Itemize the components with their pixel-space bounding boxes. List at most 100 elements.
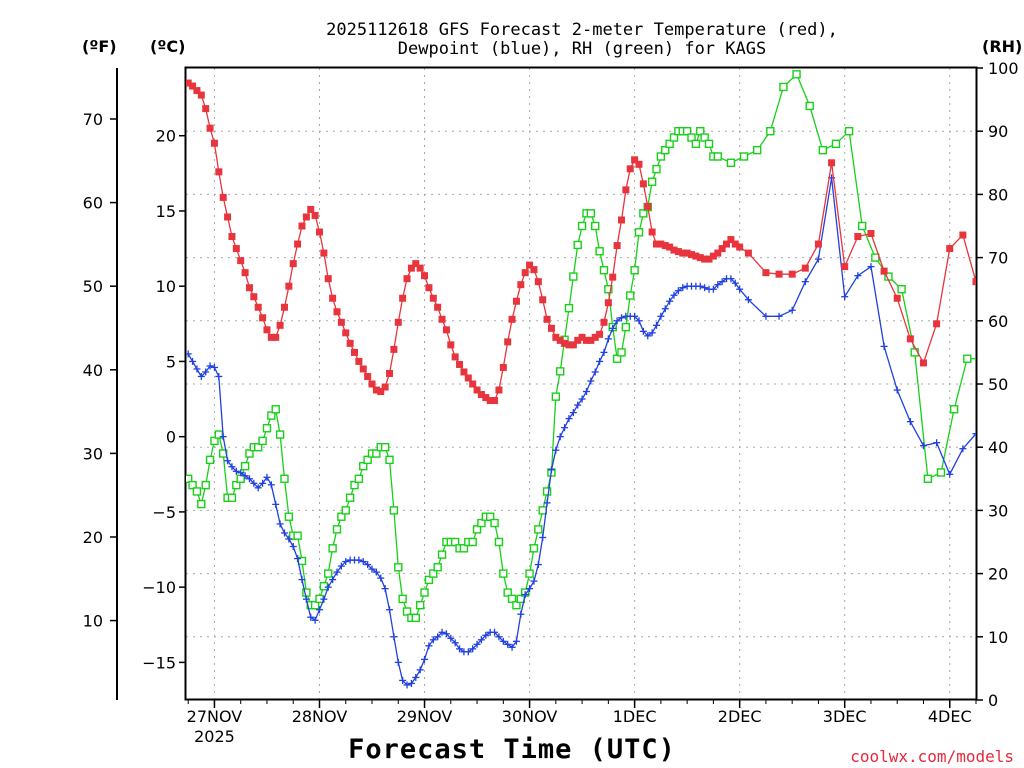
- celsius-tick-label: 20: [156, 127, 176, 146]
- dewpoint-point: [342, 558, 350, 566]
- dewpoint-point: [635, 317, 643, 325]
- rh-point: [507, 594, 517, 604]
- dewpoint-point: [600, 348, 608, 356]
- rh-point: [512, 601, 521, 610]
- dewpoint-point: [289, 543, 297, 551]
- fahrenheit-tick-label: 30: [83, 444, 103, 463]
- temperature-point: [403, 275, 411, 283]
- rh-point: [380, 443, 390, 452]
- rh-point: [604, 285, 613, 294]
- rh-point: [542, 487, 552, 496]
- dewpoint-point: [547, 466, 555, 474]
- dewpoint-point: [657, 312, 665, 320]
- temperature-point: [186, 79, 192, 87]
- temperature-point: [718, 245, 726, 253]
- rh-point: [700, 133, 709, 142]
- temperature-point: [254, 303, 262, 311]
- temperature-point: [438, 315, 446, 323]
- dewpoint-point: [219, 433, 227, 441]
- rh-tick-label: 100: [988, 59, 1019, 78]
- rh-point: [245, 449, 254, 458]
- temperature-point: [267, 333, 275, 341]
- dewpoint-point: [206, 362, 214, 370]
- temperature-point: [683, 249, 691, 257]
- x-tick-label: 3DEC: [823, 707, 867, 726]
- fahrenheit-tick-label: 60: [83, 194, 103, 213]
- dewpoint-point: [215, 372, 223, 380]
- rh-point: [437, 550, 447, 559]
- rh-point: [977, 355, 984, 362]
- dewpoint-point: [245, 475, 253, 483]
- rh-point: [363, 455, 372, 465]
- dewpoint-point: [574, 401, 582, 409]
- rh-point: [534, 525, 543, 534]
- rh-tick-label: 50: [988, 375, 1008, 394]
- dewpoint-point: [561, 424, 569, 432]
- temperature-point: [946, 245, 954, 253]
- rh-point: [415, 601, 425, 610]
- dewpoint-point: [456, 645, 464, 653]
- dewpoint-point: [526, 585, 534, 593]
- dewpoint-point: [442, 630, 450, 638]
- temperature-point: [232, 245, 240, 253]
- rh-point: [726, 158, 736, 168]
- temperature-point: [569, 341, 577, 349]
- temperature-point: [626, 165, 634, 173]
- dewpoint-point: [639, 327, 647, 335]
- dewpoint-point: [959, 445, 967, 453]
- dewpoint-point: [197, 372, 205, 380]
- rh-point: [766, 126, 775, 136]
- dewpoint-point: [298, 576, 306, 584]
- temperature-point: [596, 330, 604, 338]
- rh-point: [792, 70, 801, 79]
- rh-point: [394, 563, 403, 572]
- rh-point: [385, 455, 394, 465]
- temperature-point: [635, 160, 643, 168]
- rh-point: [831, 139, 841, 149]
- rh-point: [293, 531, 302, 540]
- rh-tick-label: 40: [988, 438, 1008, 457]
- temperature-point: [709, 252, 717, 260]
- temperature-point: [534, 278, 542, 286]
- dewpoint-point: [250, 479, 258, 487]
- temperature-point: [582, 336, 590, 344]
- temperature-point: [561, 339, 569, 347]
- temperature-point: [495, 386, 503, 394]
- temperature-point: [272, 333, 280, 341]
- temperature-point: [320, 249, 328, 257]
- dewpoint-point: [381, 585, 389, 593]
- plot-frame: [184, 66, 978, 701]
- temperature-point: [364, 372, 372, 380]
- temperature-point: [788, 270, 796, 278]
- rh-point: [556, 367, 565, 376]
- dewpoint-point: [302, 595, 310, 603]
- rh-point: [232, 480, 241, 490]
- dewpoint-point: [386, 606, 394, 614]
- rh-point: [713, 152, 722, 161]
- dewpoint-point: [591, 368, 599, 376]
- dewpoint-point: [477, 636, 485, 644]
- rh-point: [525, 569, 534, 578]
- temperature-point: [565, 341, 573, 349]
- rh-point: [949, 405, 959, 414]
- rh-point: [665, 139, 674, 149]
- rh-point: [752, 145, 762, 155]
- temperature-point: [324, 275, 332, 283]
- dewpoint-point: [582, 388, 590, 396]
- dewpoint-point: [679, 284, 687, 292]
- dewpoint-point: [631, 312, 639, 320]
- temperature-point: [442, 326, 450, 334]
- dewpoint-point: [320, 595, 328, 603]
- temperature-point: [263, 326, 271, 334]
- rh-point: [586, 209, 596, 218]
- temperature-point: [512, 297, 520, 305]
- rh-point: [468, 537, 477, 547]
- dewpoint-point: [517, 610, 525, 618]
- rh-point: [652, 164, 661, 174]
- rh-point: [656, 152, 666, 161]
- temperature-point: [276, 321, 284, 329]
- temperature-point: [644, 202, 652, 210]
- rh-point: [284, 512, 294, 521]
- dewpoint-point: [186, 350, 192, 358]
- temperature-point: [486, 397, 494, 405]
